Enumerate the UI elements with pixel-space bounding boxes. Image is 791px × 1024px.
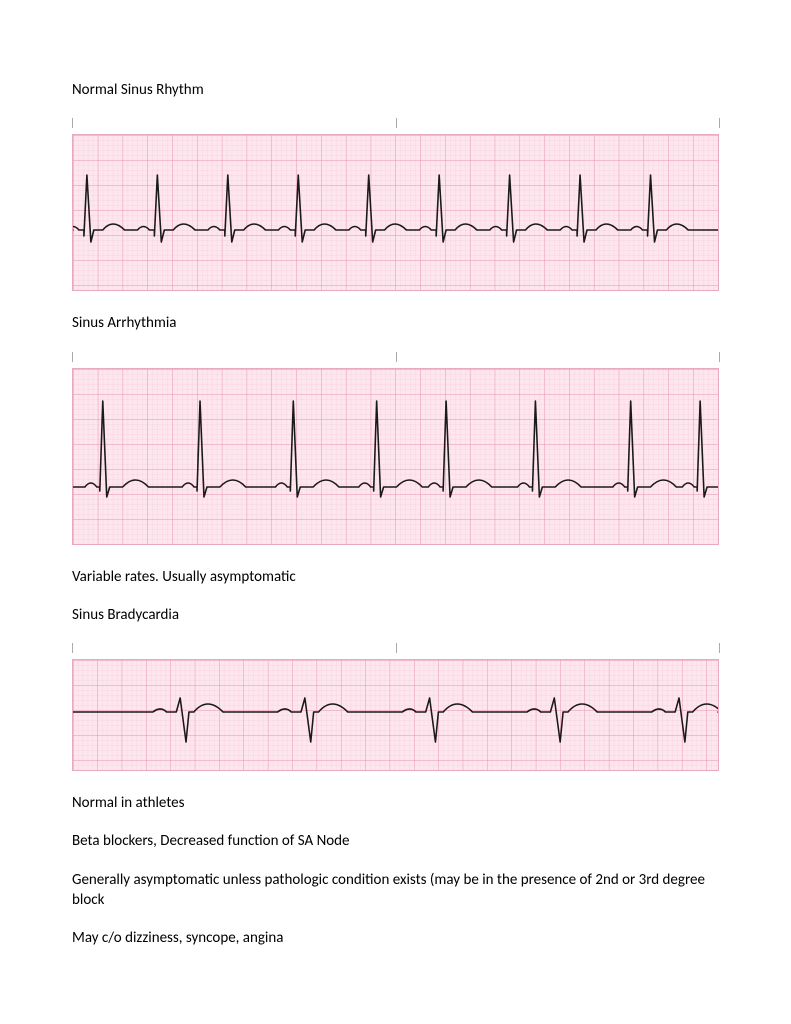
tick-mark (396, 643, 397, 653)
document-page: Normal Sinus Rhythm Sinus Arrhythmia Var… (0, 0, 791, 1024)
ecg-strip-sb (72, 659, 719, 771)
note-text: Generally asymptomatic unless pathologic… (72, 870, 719, 911)
note-text: Normal in athletes (72, 793, 719, 813)
note-text: May c/o dizziness, syncope, angina (72, 928, 719, 948)
section-title-nsr: Normal Sinus Rhythm (72, 80, 719, 100)
section-title-sa: Sinus Arrhythmia (72, 313, 719, 333)
note-text: Variable rates. Usually asymptomatic (72, 567, 719, 587)
ecg-strip-nsr (72, 134, 719, 291)
tick-mark (396, 118, 397, 128)
note-text: Beta blockers, Decreased function of SA … (72, 831, 719, 851)
tick-row (72, 352, 719, 366)
section-title-sb: Sinus Bradycardia (72, 605, 719, 625)
tick-mark (719, 643, 720, 653)
tick-mark (72, 643, 73, 653)
tick-mark (72, 352, 73, 362)
tick-mark (396, 352, 397, 362)
tick-mark (719, 352, 720, 362)
ecg-strip-sa (72, 368, 719, 545)
tick-row (72, 643, 719, 657)
tick-mark (719, 118, 720, 128)
tick-mark (72, 118, 73, 128)
tick-row (72, 118, 719, 132)
